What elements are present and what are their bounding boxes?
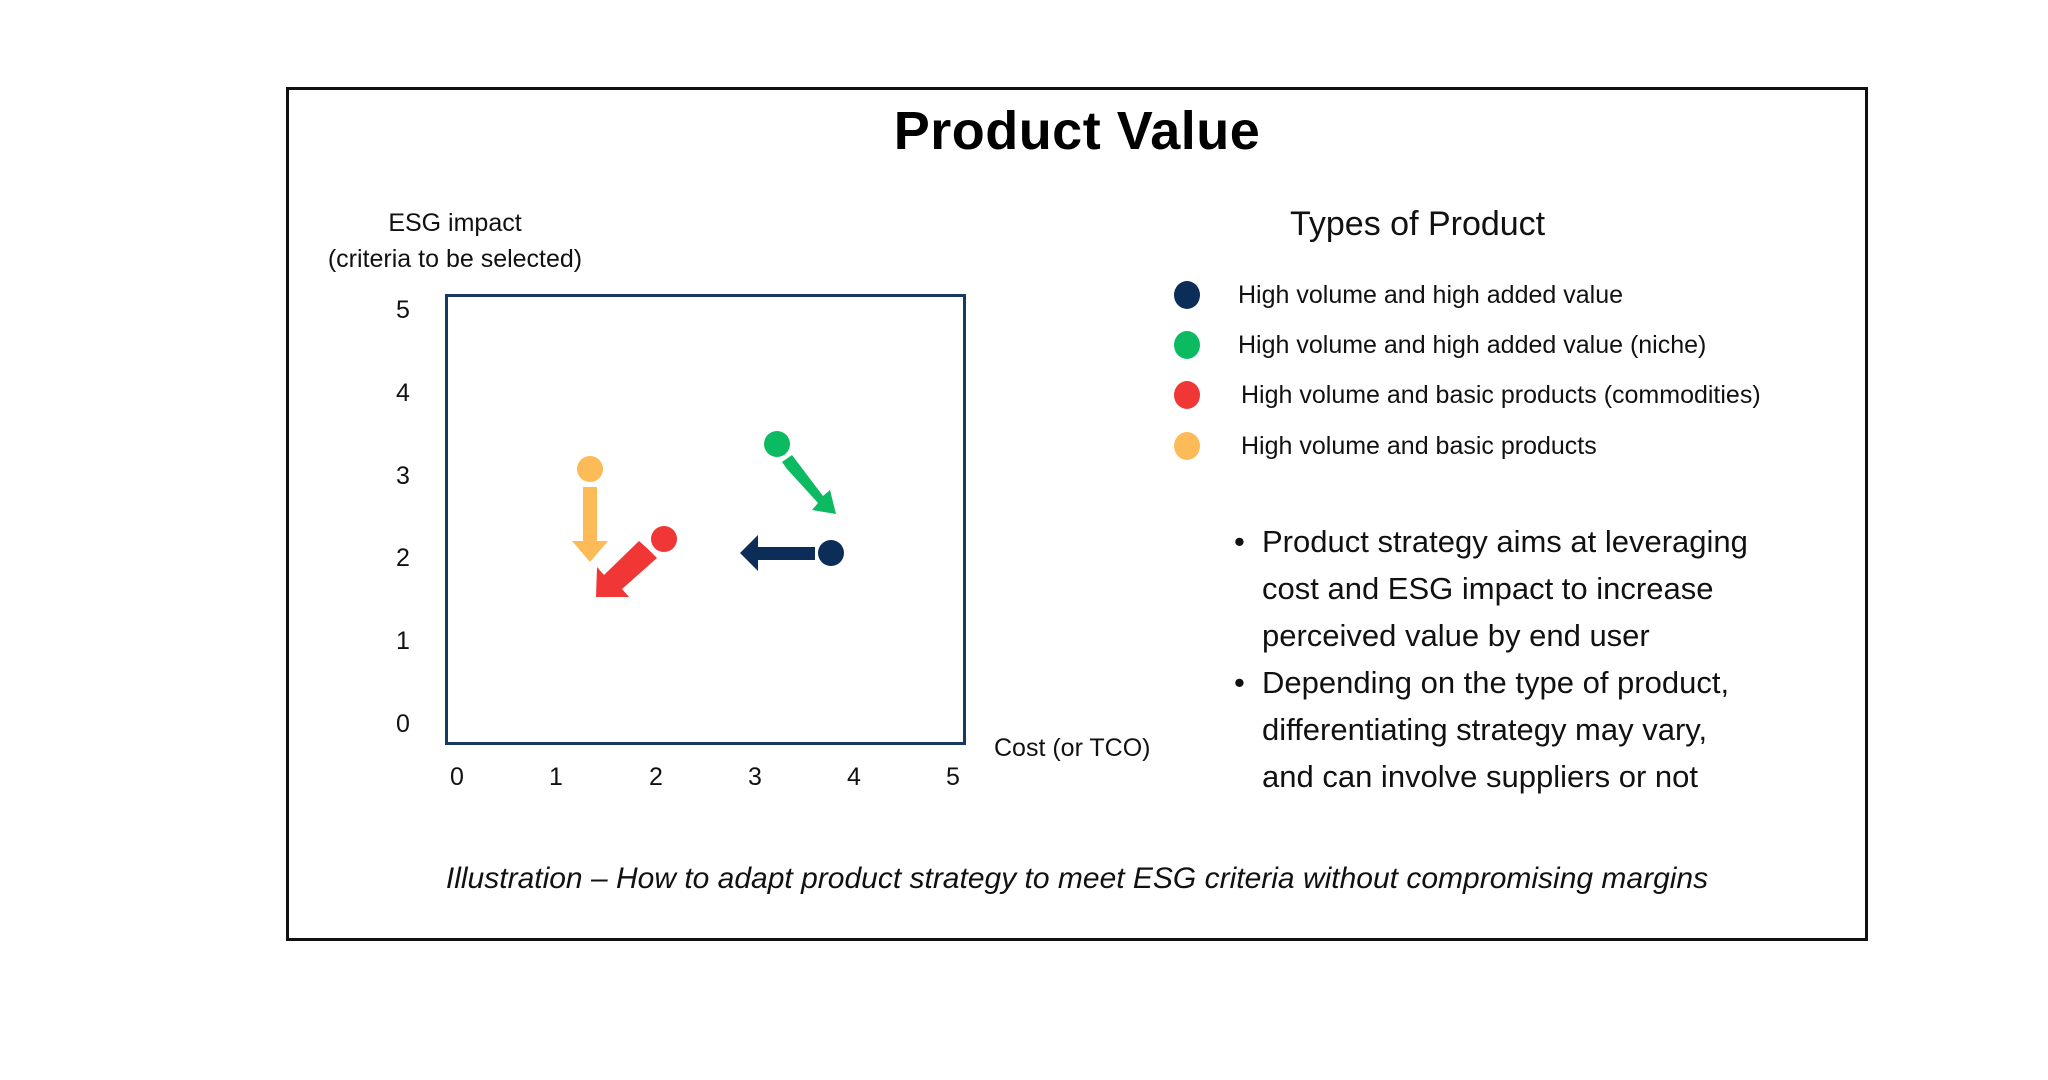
bullet-list: • Product strategy aims at leveraging co…	[1230, 518, 1830, 800]
y-axis-label-line1: ESG impact	[388, 209, 522, 237]
dot-icon	[818, 540, 844, 566]
bullet-line: perceived value by end user	[1262, 618, 1650, 653]
legend-item: High volume and basic products (commodit…	[1174, 380, 1761, 410]
legend-label: High volume and basic products (commodit…	[1241, 380, 1761, 409]
x-tick-3: 3	[748, 763, 762, 791]
figure-caption: Illustration – How to adapt product stra…	[445, 862, 1709, 895]
legend-dot-icon	[1174, 331, 1200, 359]
bullet-item: • Product strategy aims at leveraging co…	[1230, 518, 1830, 659]
x-tick-1: 1	[549, 763, 563, 791]
arrow-niche	[764, 431, 836, 514]
arrow-basic-products	[572, 456, 608, 562]
bullet-line: and can involve suppliers or not	[1262, 759, 1698, 794]
dot-icon	[577, 456, 603, 482]
arrow-down-icon	[572, 487, 608, 562]
y-tick-5: 5	[396, 296, 410, 324]
y-tick-1: 1	[396, 627, 410, 655]
arrow-high-added-value	[740, 535, 844, 571]
legend-label: High volume and high added value	[1238, 280, 1623, 309]
x-tick-2: 2	[649, 763, 663, 791]
y-axis-label-line2: (criteria to be selected)	[327, 245, 583, 273]
legend-item: High volume and high added value	[1174, 280, 1623, 310]
bullet-line: differentiating strategy may vary,	[1262, 712, 1708, 747]
legend-label: High volume and high added value (niche)	[1238, 330, 1707, 359]
bullet-item: • Depending on the type of product, diff…	[1230, 659, 1830, 800]
x-tick-0: 0	[450, 763, 464, 791]
bullet-line: Depending on the type of product,	[1262, 665, 1730, 700]
legend-item: High volume and high added value (niche)	[1174, 330, 1706, 360]
arrow-down-right-icon	[782, 455, 836, 514]
arrow-commodities	[596, 526, 677, 597]
bullet-icon: •	[1234, 524, 1245, 559]
arrow-down-left-icon	[596, 541, 657, 597]
legend-dot-icon	[1174, 281, 1200, 309]
x-tick-4: 4	[847, 763, 861, 791]
x-tick-5: 5	[946, 763, 960, 791]
y-tick-4: 4	[396, 379, 410, 407]
figure-frame	[286, 87, 1868, 941]
bullet-line: Product strategy aims at leveraging	[1262, 524, 1748, 559]
arrow-left-icon	[740, 535, 815, 571]
plot-area	[445, 294, 966, 745]
bullet-icon: •	[1234, 665, 1245, 700]
y-tick-0: 0	[396, 710, 410, 738]
bullet-line: cost and ESG impact to increase	[1262, 571, 1714, 606]
y-axis-label: ESG impact (criteria to be selected)	[300, 205, 610, 277]
x-axis-label: Cost (or TCO)	[994, 734, 1151, 762]
legend-title: Types of Product	[1290, 205, 1546, 243]
dot-icon	[651, 526, 677, 552]
legend-item: High volume and basic products	[1174, 431, 1597, 461]
page-title: Product Value	[893, 101, 1261, 161]
y-tick-3: 3	[396, 462, 410, 490]
legend-dot-icon	[1174, 381, 1200, 409]
legend-label: High volume and basic products	[1241, 431, 1597, 460]
legend-dot-icon	[1174, 432, 1200, 460]
y-tick-2: 2	[396, 544, 410, 572]
dot-icon	[764, 431, 790, 457]
